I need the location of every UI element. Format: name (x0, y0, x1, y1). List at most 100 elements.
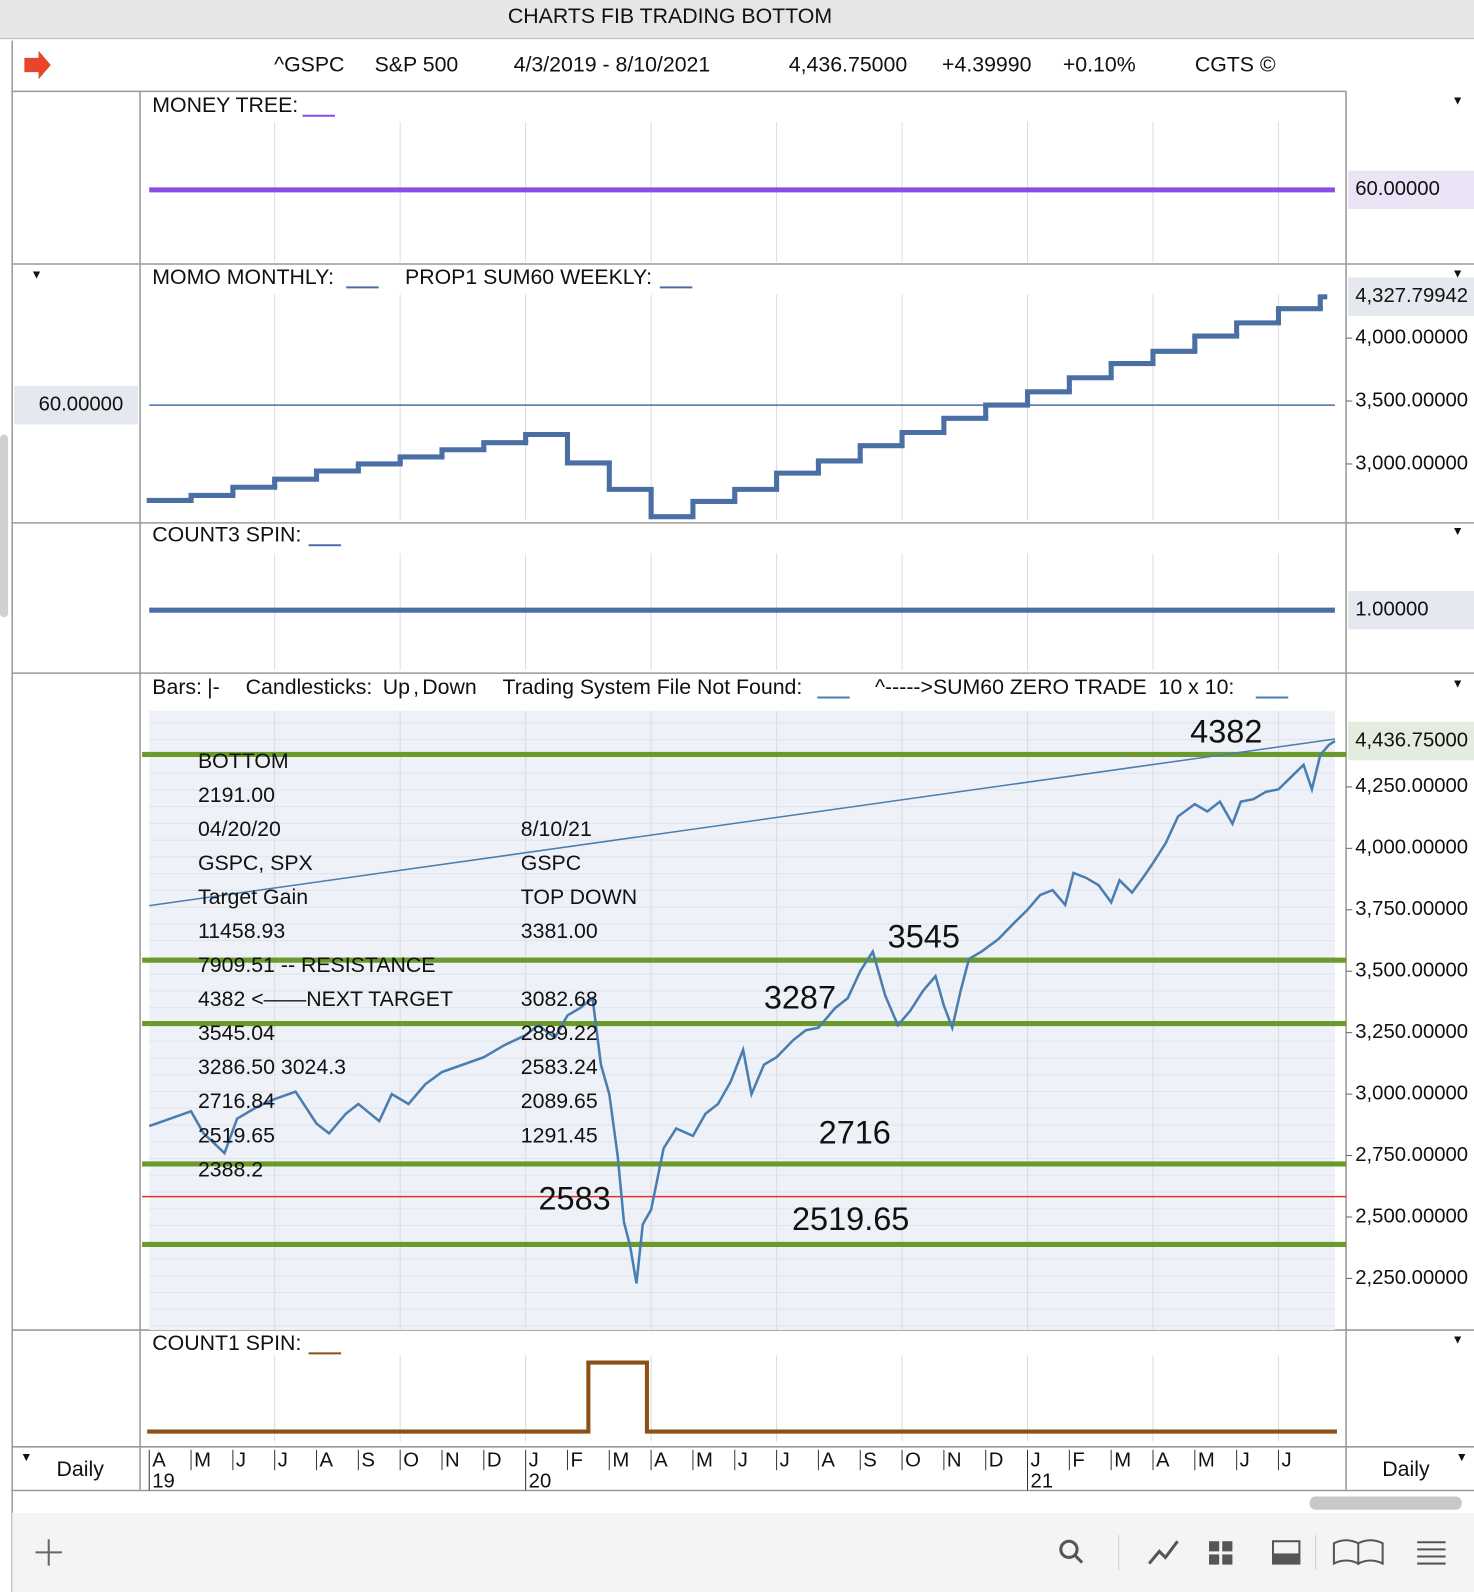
last-price: 4,436.75000 (789, 53, 908, 77)
dropdown[interactable]: ▼ (1456, 1450, 1468, 1464)
window-title: CHARTS FIB TRADING BOTTOM (508, 4, 832, 28)
note: 2889.22 (521, 1021, 598, 1045)
month-label: N (445, 1449, 460, 1471)
chart-icon[interactable] (1147, 1540, 1179, 1565)
grid-icon[interactable] (1222, 1554, 1233, 1565)
grid-icon[interactable] (1209, 1554, 1220, 1565)
level-label: 3545 (888, 919, 960, 955)
brand: CGTS © (1195, 53, 1276, 77)
y-tick-label: 4,000.00000 (1355, 837, 1468, 859)
legend-text: Trading System File Not Found: (503, 675, 803, 699)
arrow-icon[interactable] (24, 50, 51, 80)
book-icon[interactable] (1332, 1539, 1384, 1566)
panel-label: COUNT3 SPIN: (152, 523, 301, 547)
note: GSPC (521, 851, 581, 875)
dropdown[interactable]: ▼ (1452, 266, 1464, 280)
month-label: M (612, 1449, 629, 1471)
note: 3381.00 (521, 919, 598, 943)
note: 04/20/20 (198, 817, 281, 841)
plot-area (149, 710, 1335, 1331)
month-label: F (1072, 1449, 1084, 1471)
month-label: J (529, 1449, 539, 1471)
month-label: A (152, 1449, 166, 1471)
panel-label: PROP1 SUM60 WEEKLY: (405, 265, 652, 289)
note: 7909.51 -- RESISTANCE (198, 953, 435, 977)
value-label: 4,327.79942 (1355, 285, 1468, 307)
note: 8/10/21 (521, 817, 592, 841)
note: 3286.50 3024.3 (198, 1055, 346, 1079)
month-label: F (571, 1449, 583, 1471)
note: 1291.45 (521, 1123, 598, 1147)
period-label[interactable]: Daily (57, 1457, 105, 1481)
month-label: J (738, 1449, 748, 1471)
period-label[interactable]: Daily (1382, 1457, 1430, 1481)
month-label: J (278, 1449, 288, 1471)
trend-line (149, 738, 1336, 907)
month-label: A (821, 1449, 835, 1471)
grid-icon[interactable] (1209, 1541, 1220, 1552)
value-box (1348, 590, 1474, 630)
y-tick-label: 3,250.00000 (1355, 1021, 1468, 1043)
month-label: J (1031, 1449, 1041, 1471)
month-label: A (1156, 1449, 1170, 1471)
panel-icon[interactable] (1273, 1553, 1300, 1564)
month-label: J (780, 1449, 790, 1471)
legend-text: ^----->SUM60 ZERO TRADE 10 x 10: (875, 675, 1234, 699)
y-tick-label: 4,000.00000 (1355, 326, 1468, 348)
grid-icon[interactable] (1222, 1541, 1233, 1552)
dropdown[interactable]: ▼ (1452, 1332, 1464, 1346)
value-box (1348, 721, 1474, 761)
month-label: S (863, 1449, 877, 1471)
value-label: 1.00000 (1355, 599, 1428, 621)
add-button[interactable] (35, 1539, 62, 1566)
scrollbar[interactable] (0, 434, 9, 618)
dropdown[interactable]: ▼ (1452, 94, 1464, 108)
note: 2583.24 (521, 1055, 598, 1079)
panel-label: MONEY TREE: (152, 93, 298, 117)
legend-text: , (413, 675, 419, 699)
y-tick-label: 2,500.00000 (1355, 1205, 1468, 1227)
note: 4382 <——NEXT TARGET (198, 987, 453, 1011)
year-label: 20 (529, 1471, 552, 1493)
legend-text: Bars: (152, 675, 202, 699)
scrollbar[interactable] (1309, 1496, 1462, 1510)
search-icon[interactable] (1073, 1554, 1084, 1564)
legend-text: Candlesticks: (246, 675, 373, 699)
dropdown[interactable]: ▼ (1452, 524, 1464, 538)
month-label: O (403, 1449, 419, 1471)
menu-icon[interactable] (1417, 1541, 1446, 1565)
month-label: N (947, 1449, 962, 1471)
month-label: J (1282, 1449, 1292, 1471)
y-tick-label: 3,500.00000 (1355, 389, 1468, 411)
month-label: M (194, 1449, 211, 1471)
note: GSPC, SPX (198, 851, 313, 875)
month-label: A (320, 1449, 334, 1471)
price-line (148, 739, 1336, 1284)
y-tick-label: 3,750.00000 (1355, 898, 1468, 920)
toolbar (12, 1512, 1474, 1592)
panel-label: COUNT1 SPIN: (152, 1331, 301, 1355)
level-label: 2519.65 (792, 1201, 909, 1237)
month-label: M (1198, 1449, 1215, 1471)
dropdown[interactable]: ▼ (1452, 677, 1464, 691)
dropdown[interactable]: ▼ (20, 1450, 32, 1464)
legend-up: Up (383, 675, 410, 699)
note: BOTTOM (198, 749, 289, 773)
note: 2388.2 (198, 1157, 263, 1181)
note: 2716.84 (198, 1089, 275, 1113)
month-label: M (1114, 1449, 1131, 1471)
y-tick-label: 2,750.00000 (1355, 1144, 1468, 1166)
value-label: 60.00000 (1355, 178, 1440, 200)
level-label: 4382 (1190, 714, 1262, 750)
value-box (14, 385, 139, 425)
note: 3545.04 (198, 1021, 275, 1045)
y-tick-label: 4,250.00000 (1355, 775, 1468, 797)
note: 2089.65 (521, 1089, 598, 1113)
month-label: J (236, 1449, 246, 1471)
dropdown[interactable]: ▼ (30, 267, 42, 281)
y-tick-label: 3,500.00000 (1355, 960, 1468, 982)
search-icon[interactable] (1059, 1539, 1079, 1560)
value-box (1348, 277, 1474, 317)
note: 2191.00 (198, 783, 275, 807)
